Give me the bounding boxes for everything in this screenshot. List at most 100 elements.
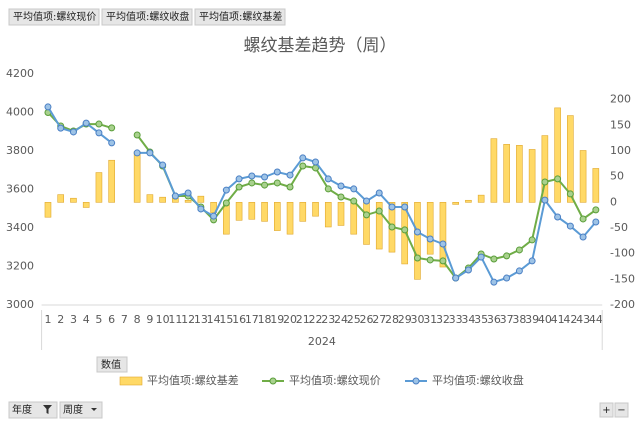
- zoom-button[interactable]: −: [614, 402, 629, 418]
- line-marker: [503, 274, 511, 282]
- x-tick-label: 38: [512, 313, 526, 326]
- line-marker: [286, 171, 294, 179]
- line-marker: [439, 240, 447, 248]
- field-button-label: 平均值项:螺纹基差: [199, 10, 282, 23]
- x-tick-label: 35: [474, 313, 488, 326]
- line-marker: [503, 252, 511, 260]
- y2-tick-label: 50: [610, 170, 624, 183]
- x-tick-label: 14: [207, 313, 221, 326]
- x-tick-label: 26: [359, 313, 373, 326]
- x-tick-label: 19: [270, 313, 284, 326]
- line-marker: [413, 254, 421, 262]
- legend-marker: [412, 377, 420, 385]
- x-tick-label: 18: [258, 313, 272, 326]
- line-marker: [261, 181, 269, 189]
- y2-tick-label: 100: [610, 144, 631, 157]
- x-tick-label: 21: [296, 313, 310, 326]
- line-marker: [375, 189, 383, 197]
- x-tick-label: 1: [44, 313, 51, 326]
- x-tick-label: 3: [70, 313, 77, 326]
- line-marker: [375, 207, 383, 215]
- y2-tick-label: 0: [610, 195, 617, 208]
- x-tick-label: 23: [321, 313, 335, 326]
- bar: [567, 115, 574, 203]
- line-marker: [248, 172, 256, 180]
- chart-title: 螺纹基差趋势（周）: [244, 36, 397, 56]
- zoom-button[interactable]: +: [599, 402, 614, 418]
- x-tick-label: 20: [283, 313, 297, 326]
- legend-swatch: [119, 376, 143, 386]
- line-marker: [490, 278, 498, 286]
- x-tick-label: 11: [168, 313, 182, 326]
- line-marker: [541, 196, 549, 204]
- x-tick-label: 10: [156, 313, 170, 326]
- bar: [414, 202, 421, 280]
- line-marker: [592, 218, 600, 226]
- line-marker: [401, 226, 409, 234]
- field-button-label: 平均值项:螺纹收盘: [106, 10, 189, 23]
- x-tick-label: 6: [108, 313, 115, 326]
- line-marker: [95, 129, 103, 137]
- line-marker: [337, 182, 345, 190]
- bar: [477, 194, 485, 203]
- bar: [197, 195, 205, 203]
- line-marker: [133, 149, 141, 157]
- x-tick-label: 8: [134, 313, 141, 326]
- line-marker: [439, 257, 447, 265]
- x-tick-label: 34: [461, 313, 475, 326]
- line-marker: [464, 266, 472, 274]
- x-tick-label: 32: [436, 313, 450, 326]
- line-marker: [490, 255, 498, 263]
- y-tick-label: 3400: [6, 221, 34, 234]
- dropdown-icon: [91, 408, 97, 411]
- line-marker: [324, 185, 332, 193]
- legend-label: 平均值项:螺纹基差: [147, 373, 239, 387]
- bar: [375, 202, 383, 250]
- line-marker: [566, 222, 574, 230]
- y2-tick-label: 200: [610, 93, 631, 106]
- line-marker: [222, 186, 230, 194]
- x-tick-label: 36: [487, 313, 501, 326]
- value-button[interactable]: 数值: [96, 356, 128, 373]
- x-tick-label: 22: [309, 313, 323, 326]
- x-tick-label: 17: [245, 313, 259, 326]
- x-group-label: 2024: [308, 335, 336, 348]
- line-marker: [69, 128, 77, 136]
- filter-button-label: 年度: [12, 403, 32, 416]
- line-marker: [108, 139, 116, 147]
- line-marker: [184, 189, 192, 197]
- bar: [554, 107, 561, 203]
- x-tick-label: 15: [219, 313, 233, 326]
- bar: [159, 196, 166, 203]
- line-marker: [82, 119, 90, 127]
- y-tick-label: 3800: [6, 144, 34, 157]
- legend-marker: [269, 377, 277, 385]
- line-marker: [515, 246, 523, 254]
- x-tick-label: 44: [589, 313, 603, 326]
- line-marker: [146, 149, 154, 157]
- filter-button[interactable]: 周度: [59, 401, 103, 419]
- line-marker: [566, 190, 574, 198]
- field-button[interactable]: 平均值项:螺纹基差: [194, 8, 286, 26]
- bar: [452, 202, 459, 205]
- bar: [528, 149, 536, 203]
- bar: [184, 199, 192, 203]
- bar: [95, 172, 103, 203]
- line-marker: [273, 168, 281, 176]
- line-marker: [541, 178, 549, 186]
- line-marker: [362, 197, 370, 205]
- line-marker: [210, 212, 218, 220]
- x-tick-label: 27: [372, 313, 386, 326]
- line-marker: [261, 173, 269, 181]
- legend-label: 平均值项:螺纹收盘: [432, 373, 524, 387]
- field-button[interactable]: 平均值项:螺纹现价: [8, 8, 100, 26]
- line-marker: [362, 211, 370, 219]
- line-marker: [235, 175, 243, 183]
- x-tick-label: 33: [449, 313, 463, 326]
- x-tick-label: 40: [538, 313, 552, 326]
- line-marker: [401, 203, 409, 211]
- filter-button[interactable]: 年度: [8, 401, 58, 419]
- line-marker: [299, 162, 307, 170]
- field-button[interactable]: 平均值项:螺纹收盘: [101, 8, 193, 26]
- x-tick-label: 30: [410, 313, 424, 326]
